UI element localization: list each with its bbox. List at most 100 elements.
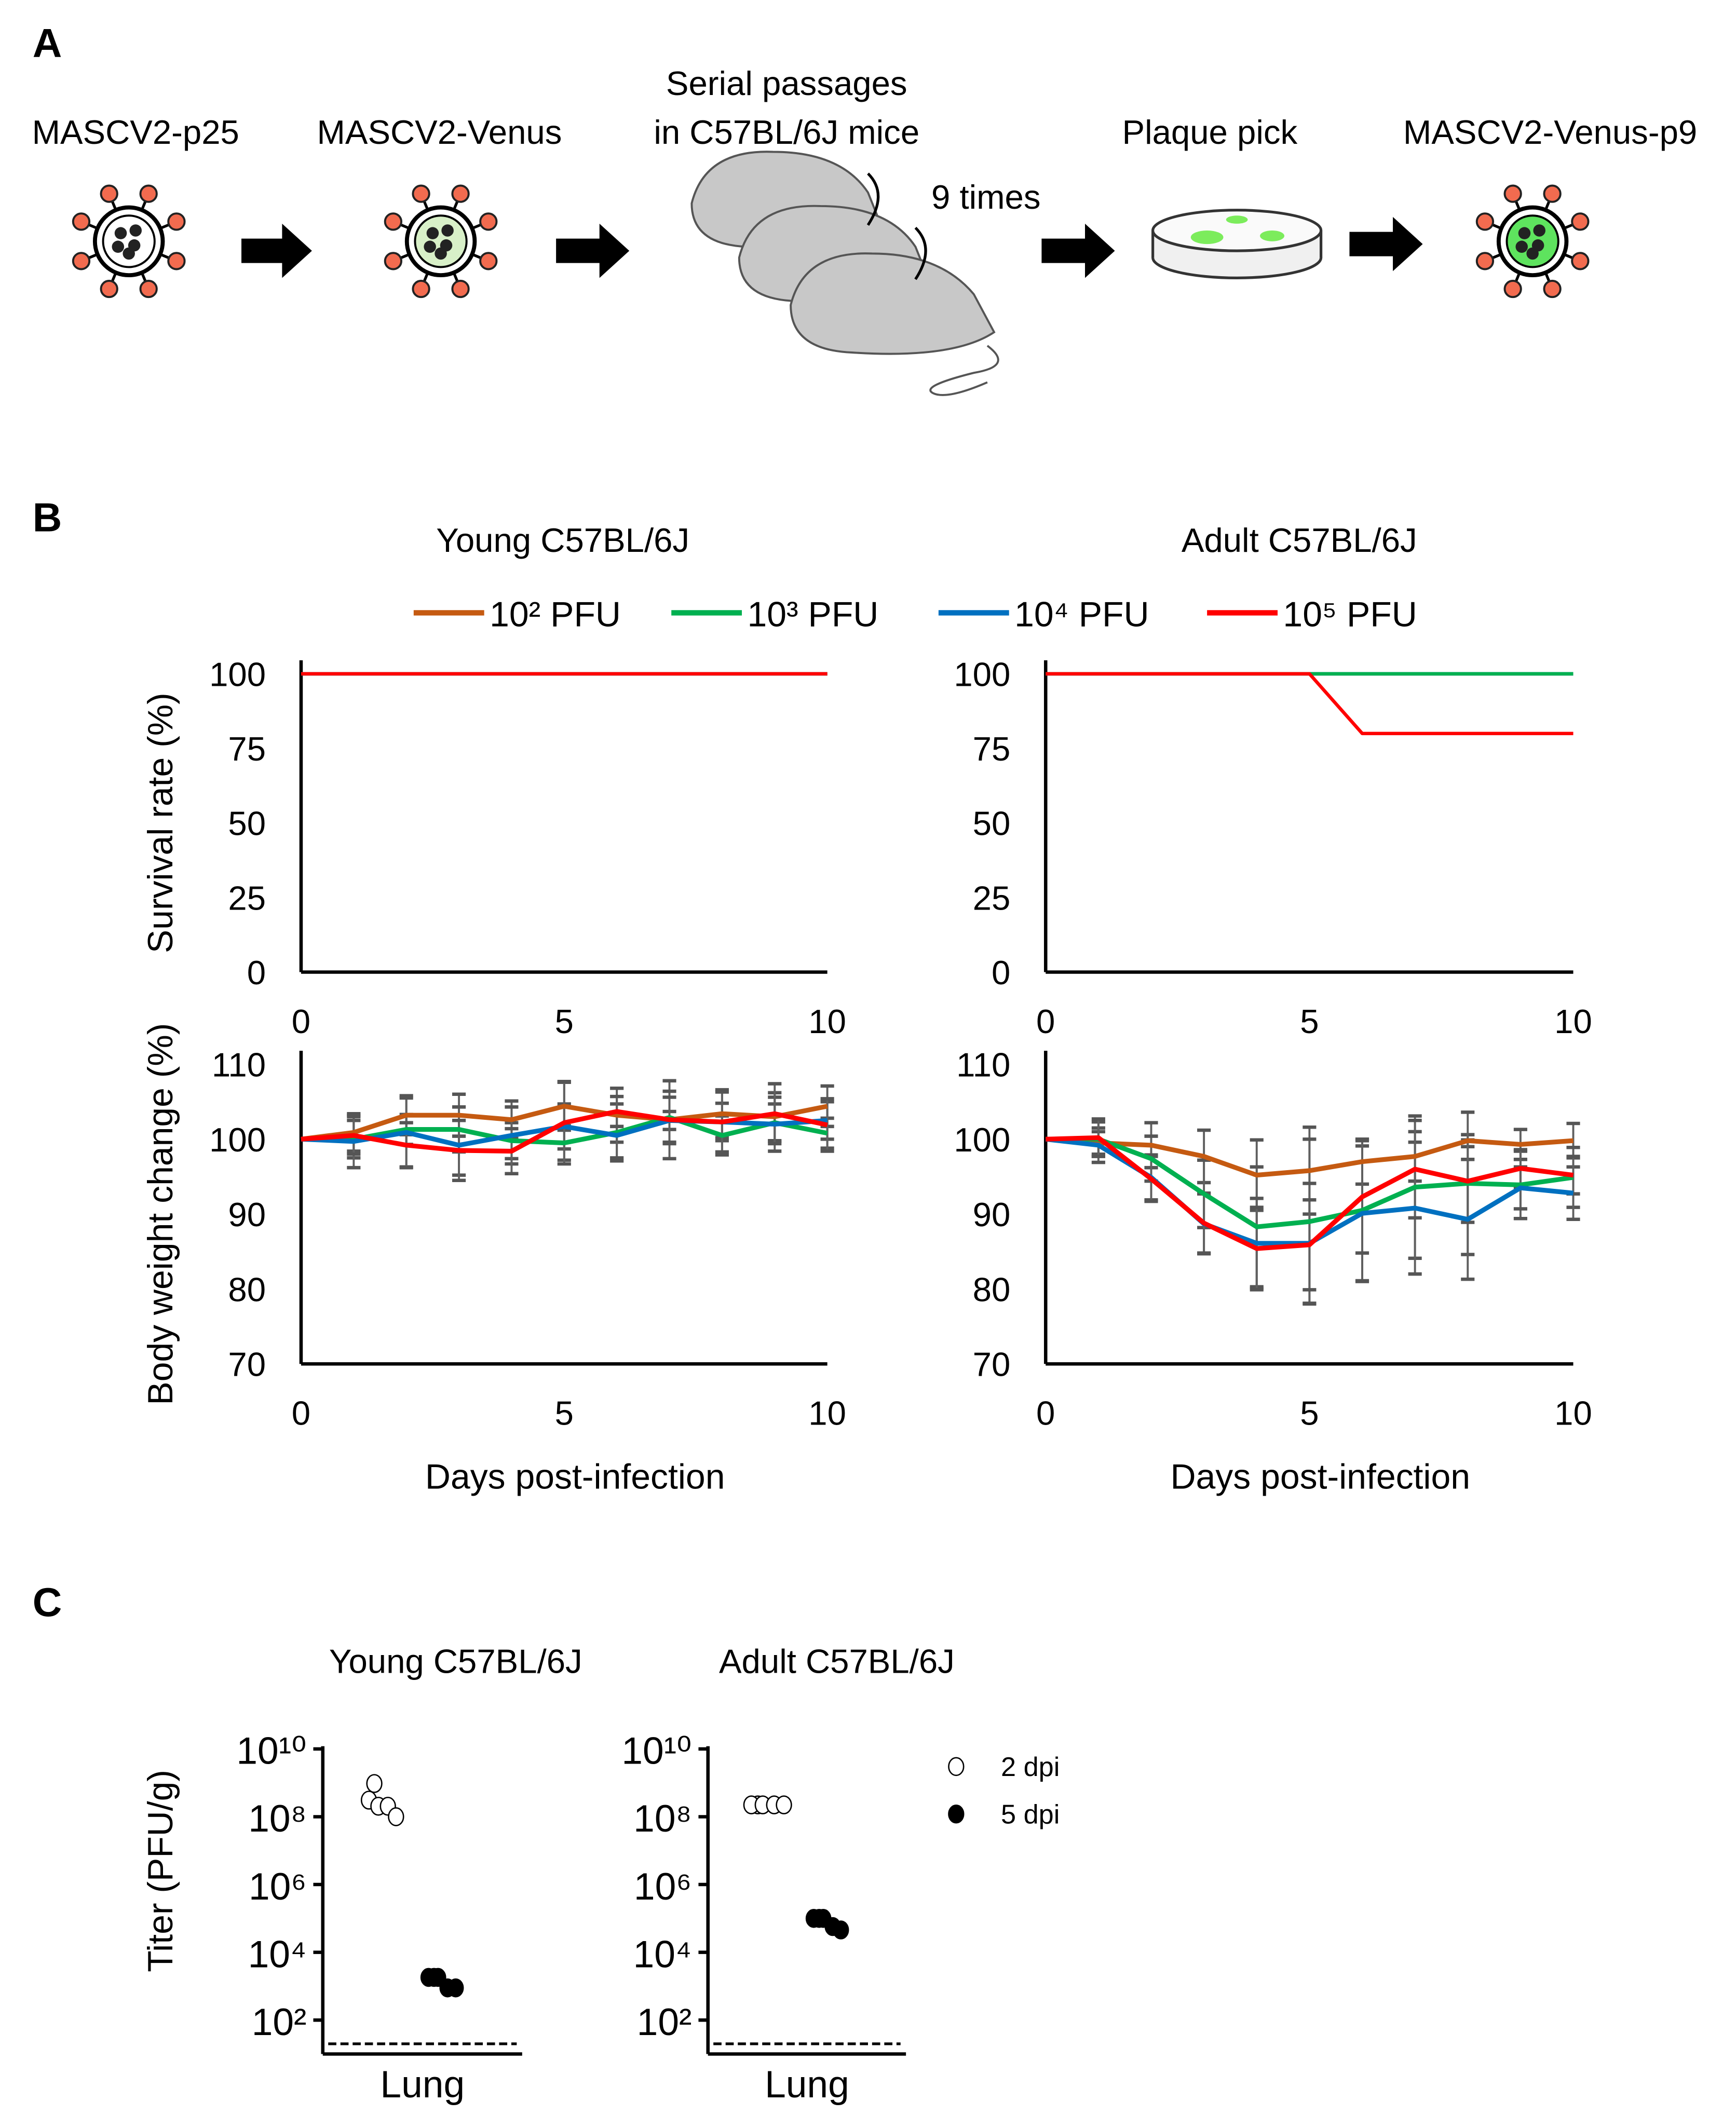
- arrow-icon: [241, 223, 312, 278]
- spike-head: [167, 212, 186, 231]
- y-tick-label: 100: [209, 655, 266, 693]
- legend-label: 2 dpi: [1001, 1752, 1060, 1782]
- title-adult: Adult C57BL/6J: [1182, 521, 1417, 559]
- rna-blob: [1533, 224, 1545, 237]
- title-young-titer: Young C57BL/6J: [329, 1643, 582, 1680]
- x-tick-label: 10: [808, 1394, 846, 1432]
- step-label-plaque: Plaque pick: [1122, 113, 1298, 151]
- y-tick-label: 100: [954, 1121, 1010, 1159]
- spike-head: [167, 252, 186, 270]
- spike-head: [1503, 279, 1522, 299]
- panel-letter-a: A: [33, 20, 62, 66]
- step-label-serial-2: in C57BL/6J mice: [654, 113, 919, 151]
- mice-icon: [690, 151, 999, 396]
- arrows: [241, 216, 1423, 278]
- spike-head: [1475, 212, 1495, 231]
- survival-chart-young: 0 25 50 75 100 0 5 10 Survival rate (%): [141, 655, 846, 1040]
- rna-blob: [1515, 240, 1528, 253]
- title-young: Young C57BL/6J: [436, 521, 689, 559]
- y-tick-label: 100: [209, 1121, 266, 1159]
- y-tick-label: 50: [228, 805, 266, 843]
- virus-icon: [384, 184, 498, 299]
- y-axis-label: Survival rate (%): [141, 693, 180, 953]
- y-tick-label: 80: [973, 1270, 1011, 1308]
- y-tick-label: 75: [973, 730, 1011, 768]
- y-tick-label: 10⁶: [249, 1866, 306, 1908]
- spike-head: [1543, 279, 1562, 299]
- core: [102, 214, 156, 268]
- repeat-label: 9 times: [931, 178, 1041, 216]
- x-axis-label: Lung: [380, 2064, 465, 2106]
- y-tick-label: 75: [228, 730, 266, 768]
- y-tick-label: 90: [973, 1196, 1011, 1233]
- spike-head: [100, 279, 118, 299]
- y-tick-label: 25: [228, 879, 266, 917]
- series-line: [301, 1115, 828, 1146]
- y-tick-label: 100: [954, 655, 1010, 693]
- step-label-serial-1: Serial passages: [666, 64, 907, 102]
- x-axis-label: Lung: [765, 2064, 849, 2106]
- spike-head: [1571, 252, 1590, 270]
- x-tick-label: 0: [292, 1394, 310, 1432]
- panel-c: C Young C57BL/6J Adult C57BL/6J 10¹⁰10⁸1…: [33, 1579, 1060, 2106]
- spike-head: [1543, 184, 1562, 203]
- y-tick-label: 110: [956, 1046, 1010, 1084]
- x-tick-label: 5: [1300, 1394, 1319, 1432]
- series-line: [301, 1109, 828, 1154]
- spike-head: [384, 252, 402, 270]
- x-tick-label: 10: [1554, 1002, 1592, 1040]
- spike-head: [412, 279, 430, 299]
- step-label-venus: MASCV2-Venus: [317, 113, 562, 151]
- spike-head: [1503, 184, 1522, 203]
- spike-head: [139, 279, 158, 299]
- arrow-icon: [556, 223, 630, 278]
- weight-chart-adult: 70 80 90 100 110 0 5 10 Days post-infection: [954, 1046, 1592, 1497]
- x-tick-label: 0: [292, 1002, 310, 1040]
- survival-chart-adult: 0 25 50 75 100 0 5 10: [954, 655, 1592, 1040]
- legend-label: 10⁵ PFU: [1283, 595, 1417, 634]
- spike-head: [1475, 252, 1495, 270]
- y-tick-label: 90: [228, 1196, 266, 1233]
- spike-head: [72, 252, 91, 270]
- titer-chart-young: 10¹⁰ 10⁸ 10⁶ 10⁴ 10² Lung Titer (PFU/g): [141, 1730, 522, 2106]
- legend-label: 10² PFU: [490, 595, 621, 634]
- spike-head: [479, 212, 498, 231]
- legend-marker: [948, 1804, 965, 1824]
- petri-dish-icon: [1151, 209, 1323, 279]
- rna-blob: [123, 247, 135, 260]
- y-tick-label: 10⁴: [633, 1933, 692, 1975]
- rna-blob: [112, 240, 125, 253]
- rna-blob: [441, 224, 454, 237]
- y-tick-label: 10⁶: [634, 1866, 691, 1908]
- spike-head: [72, 212, 91, 231]
- arrow-icon: [1041, 223, 1115, 278]
- rna-blob: [114, 227, 127, 239]
- step-label-p25: MASCV2-p25: [32, 113, 239, 151]
- spike-head: [451, 184, 470, 203]
- series-line: [301, 1104, 828, 1142]
- data-point-2dpi: [366, 1774, 383, 1793]
- legend-marker: [948, 1757, 965, 1777]
- y-tick-label: 70: [973, 1346, 1011, 1384]
- y-tick-label: 80: [228, 1270, 266, 1308]
- y-tick-label: 110: [212, 1046, 266, 1084]
- virus-icon: [1475, 184, 1590, 299]
- spike-head: [139, 184, 158, 203]
- y-tick-label: 70: [228, 1346, 266, 1384]
- legend: 10² PFU 10³ PFU 10⁴ PFU 10⁵ PFU: [413, 595, 1417, 634]
- x-tick-label: 5: [555, 1394, 574, 1432]
- rna-blob: [424, 240, 436, 253]
- y-tick-label: 10¹⁰: [621, 1730, 691, 1772]
- y-tick-label: 25: [973, 879, 1011, 917]
- panel-letter-c: C: [33, 1579, 62, 1625]
- panel-a: A MASCV2-p25 MASCV2-Venus Serial passage…: [32, 20, 1697, 396]
- y-axis-label: Body weight change (%): [141, 1023, 180, 1405]
- y-tick-label: 10⁴: [248, 1933, 307, 1975]
- y-tick-label: 10²: [252, 2001, 307, 2043]
- spike-head: [451, 279, 470, 299]
- series-line: [1045, 1136, 1574, 1178]
- titer-chart-adult: 10¹⁰ 10⁸ 10⁶ 10⁴ 10² Lung: [621, 1730, 906, 2106]
- y-tick-label: 10²: [637, 2001, 692, 2043]
- x-axis-label: Days post-infection: [425, 1457, 725, 1496]
